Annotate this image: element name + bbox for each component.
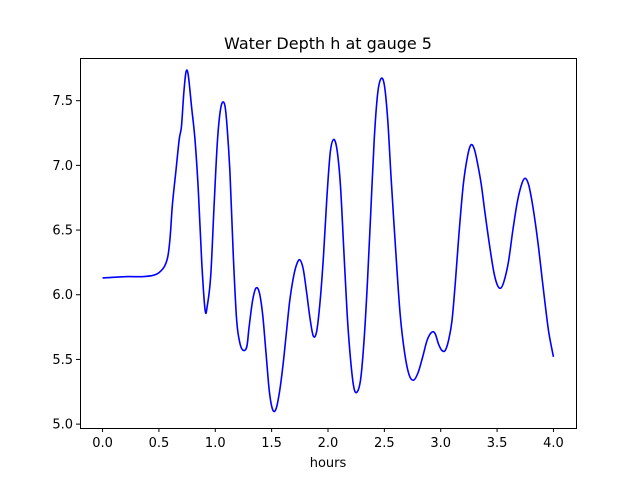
chart-title: Water Depth h at gauge 5 (224, 34, 432, 53)
y-tick-label: 5.0 (52, 418, 73, 433)
x-tick-label: 0.5 (149, 436, 170, 451)
y-tick-label: 6.5 (52, 224, 73, 239)
plot-frame (80, 58, 577, 429)
x-tick-label: 1.5 (261, 436, 282, 451)
x-tick-label: 2.0 (318, 436, 339, 451)
series-layer (102, 69, 555, 413)
y-tick-label: 7.0 (52, 159, 73, 174)
x-tick-label: 4.0 (543, 436, 564, 451)
x-tick-label: 0.0 (92, 436, 113, 451)
y-tick-label: 6.0 (52, 288, 73, 303)
x-tick-label: 1.0 (205, 436, 226, 451)
x-tick-label: 3.5 (487, 436, 508, 451)
series-line (102, 69, 555, 413)
x-tick-label: 2.5 (374, 436, 395, 451)
x-axis-label: hours (310, 456, 347, 471)
x-axis-ticks: 0.0 0.5 1.0 1.5 2.0 2.5 3.0 3.5 4.0 (92, 428, 564, 451)
x-tick-label: 3.0 (430, 436, 451, 451)
y-tick-label: 7.5 (52, 94, 73, 109)
y-tick-label: 5.5 (52, 353, 73, 368)
y-axis-ticks: 5.0 5.5 6.0 6.5 7.0 7.5 (52, 94, 80, 433)
